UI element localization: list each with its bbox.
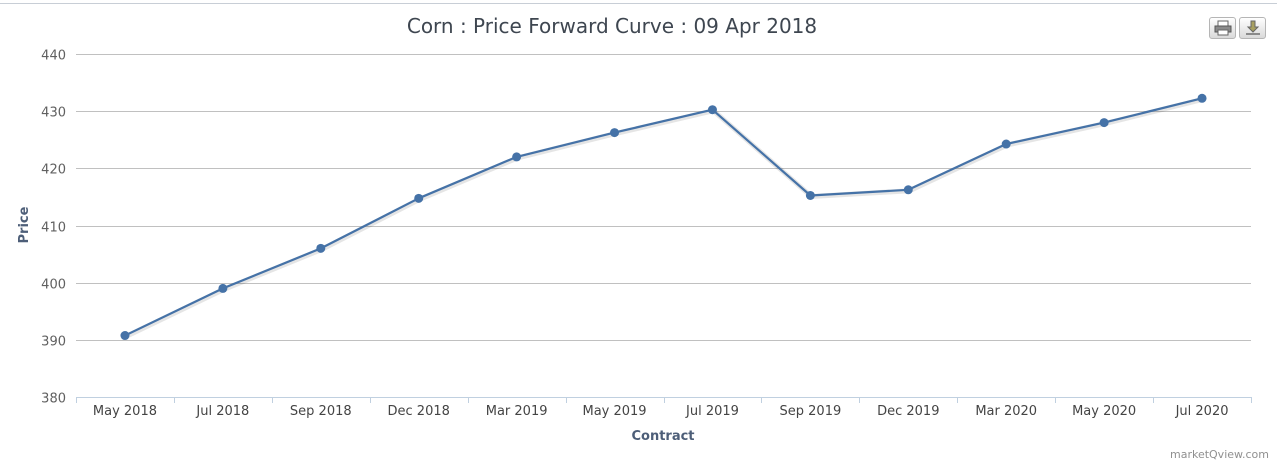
data-point [414, 193, 424, 203]
data-point [1099, 118, 1109, 128]
y-tick-label: 430 [41, 106, 66, 121]
y-tick-label: 440 [41, 49, 66, 64]
data-point [1197, 93, 1207, 103]
data-point [316, 243, 326, 253]
data-point [1001, 139, 1011, 149]
series-line-shadow [124, 96, 1204, 339]
x-tick-label: Dec 2018 [388, 404, 450, 419]
credits: marketQview.com [1169, 448, 1269, 461]
print-icon [1214, 20, 1232, 36]
y-tick-label: 410 [41, 221, 66, 236]
data-point [707, 105, 717, 115]
x-tick-label: May 2018 [93, 404, 157, 419]
x-tick-label: Jul 2018 [195, 404, 249, 419]
x-tick-label: Dec 2019 [877, 404, 939, 419]
series-line [124, 97, 1203, 337]
x-tick-label: Sep 2018 [290, 404, 352, 419]
x-tick-label: Mar 2020 [975, 404, 1037, 419]
x-tick-label: May 2020 [1072, 404, 1136, 419]
x-tick-label: Jul 2020 [1175, 404, 1229, 419]
top-border [0, 3, 1277, 4]
x-axis-label: Contract [631, 429, 694, 444]
data-point [610, 128, 620, 138]
chart-title: Corn : Price Forward Curve : 09 Apr 2018 [406, 14, 818, 38]
y-axis-label: Price [17, 206, 32, 243]
x-tick-label: Sep 2019 [780, 404, 842, 419]
download-icon [1246, 20, 1260, 35]
y-axis: 380 390 400 410 420 430 440 [41, 49, 66, 407]
print-button[interactable] [1209, 17, 1236, 39]
data-point [512, 152, 522, 162]
x-tick-label: May 2019 [582, 404, 646, 419]
data-point [218, 283, 228, 293]
data-point [903, 185, 913, 195]
download-button[interactable] [1239, 17, 1266, 39]
y-tick-label: 400 [41, 278, 66, 293]
grid-lines [76, 54, 1251, 341]
y-tick-label: 420 [41, 163, 66, 178]
data-point [120, 331, 130, 341]
series-price [120, 93, 1207, 341]
data-point [805, 190, 815, 200]
x-axis: May 2018 Jul 2018 Sep 2018 Dec 2018 Mar 2019… [76, 397, 1252, 419]
y-tick-label: 380 [41, 392, 66, 407]
x-tick-label: Jul 2019 [685, 404, 739, 419]
y-tick-label: 390 [41, 335, 66, 350]
x-tick-label: Mar 2019 [486, 404, 548, 419]
